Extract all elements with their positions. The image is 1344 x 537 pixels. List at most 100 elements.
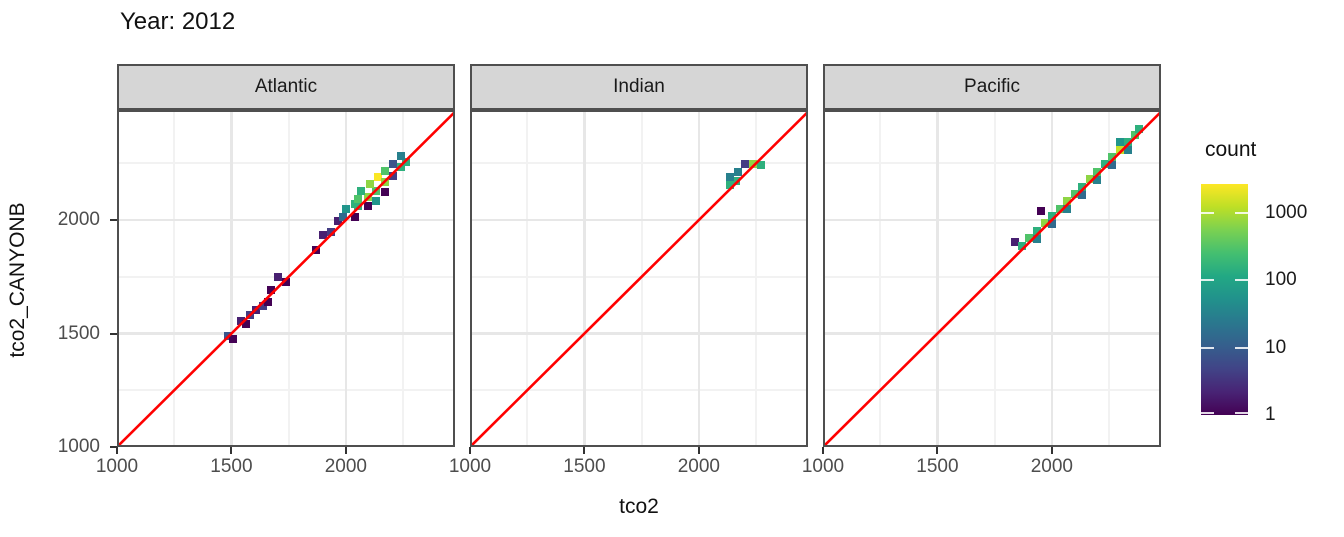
bin2d-cell <box>741 160 750 168</box>
y-tick-label: 1500 <box>57 322 100 344</box>
x-tick-label: 1500 <box>563 456 606 477</box>
y-tick-label: 2000 <box>57 209 100 231</box>
bin2d-cell <box>274 272 283 281</box>
x-tick-label: 1000 <box>801 456 845 477</box>
bin2d-cell <box>1115 137 1124 146</box>
identity-line <box>119 112 453 445</box>
bin2d-cell <box>1108 161 1117 170</box>
bin2d-cell <box>1025 234 1034 243</box>
bin2d-cell <box>342 205 351 214</box>
bin2d-cell <box>381 188 390 197</box>
legend-tick-mark <box>1201 212 1214 215</box>
x-tick-mark <box>469 447 471 454</box>
identity-line <box>825 112 1159 445</box>
bin2d-cell <box>374 173 383 182</box>
bin2d-cell <box>1093 175 1102 184</box>
gridline <box>825 162 1159 165</box>
x-tick-label: 1500 <box>210 456 253 477</box>
bin2d-cell <box>757 161 766 170</box>
x-tick-mark <box>116 447 118 454</box>
x-axis-indian: 1000 1500 2000 <box>449 447 808 487</box>
facet-pacific: Pacific 1000 1500 2000 <box>802 64 1161 484</box>
legend-tick-mark <box>1235 279 1248 282</box>
x-axis-atlantic: 1000 1500 2000 <box>96 447 455 487</box>
bin2d-cell <box>319 231 328 240</box>
x-tick-label: 1000 <box>448 456 492 477</box>
bin2d-cell <box>236 316 245 325</box>
bin2d-cell <box>1040 219 1049 228</box>
bin2d-cell <box>372 197 381 205</box>
bin2d-cell <box>1134 125 1143 134</box>
bin2d-cell <box>1032 226 1041 235</box>
bin2d-cell <box>1070 189 1079 198</box>
panel-indian <box>470 110 808 447</box>
x-tick-mark <box>230 447 233 454</box>
legend-tick-label: 1 <box>1265 404 1276 425</box>
bin2d-cell <box>1048 212 1057 221</box>
bin2d-cell <box>259 301 268 310</box>
x-tick-mark <box>583 447 586 454</box>
gridline <box>825 389 1159 392</box>
bin2d-cell <box>381 167 390 176</box>
gridline <box>755 112 758 445</box>
x-tick-label: 2000 <box>324 456 367 477</box>
bin2d-cell <box>726 173 735 182</box>
bin2d-cell <box>263 297 272 306</box>
bin2d-cell <box>1036 206 1045 215</box>
gridline <box>119 162 453 165</box>
bin2d-cell <box>1085 175 1094 184</box>
x-tick-label: 1500 <box>916 456 959 477</box>
facet-strip-label: Pacific <box>964 76 1020 97</box>
gridline <box>230 112 233 445</box>
gridline <box>825 218 1159 222</box>
gridline <box>402 112 405 445</box>
bin2d-cell <box>1116 145 1125 154</box>
x-tick-mark <box>936 447 939 454</box>
y-tick-mark <box>110 219 117 222</box>
gridline <box>173 112 176 445</box>
bin2d-cell <box>339 213 348 222</box>
bin2d-cell <box>1032 235 1041 244</box>
gridline <box>344 112 348 445</box>
bin2d-cell <box>726 181 735 190</box>
x-tick-label: 2000 <box>1030 456 1073 477</box>
x-tick-mark <box>1050 447 1053 454</box>
legend-tick-mark <box>1201 346 1214 349</box>
bin2d-cell <box>749 160 758 168</box>
bin2d-cell <box>397 152 406 161</box>
gridline <box>472 218 806 222</box>
legend-tick-label: 100 <box>1265 269 1297 291</box>
legend-tick-mark <box>1235 412 1248 414</box>
legend-tick-mark <box>1235 346 1248 349</box>
legend-tick-label: 10 <box>1265 336 1287 358</box>
bin2d-cell <box>1017 241 1026 250</box>
y-axis: 1000 1500 2000 <box>40 110 117 457</box>
legend-colorbar <box>1201 184 1248 415</box>
bin2d-cell <box>1093 167 1102 176</box>
x-tick-label: 2000 <box>677 456 720 477</box>
facet-strip-pacific: Pacific <box>823 64 1161 110</box>
gridline <box>936 112 939 445</box>
bin2d-cell <box>1010 238 1019 247</box>
gridline <box>472 332 806 335</box>
bin2d-cell <box>334 216 343 225</box>
bin2d-cell <box>732 177 741 186</box>
bin2d-cell <box>1055 204 1064 213</box>
gridline <box>1050 112 1054 445</box>
bin2d-cell <box>1131 130 1140 139</box>
facet-strip-label: Atlantic <box>254 76 318 97</box>
legend-tick-mark <box>1201 412 1214 414</box>
bin2d-cell <box>1063 205 1072 214</box>
x-tick-mark <box>697 447 700 454</box>
bin2d-cell <box>357 187 366 196</box>
y-tick-label: 1000 <box>57 436 100 457</box>
x-tick-mark <box>822 447 824 454</box>
bin2d-cell <box>1048 220 1057 229</box>
facet-strip-label: Indian <box>613 76 665 97</box>
identity-line <box>472 112 806 445</box>
facet-strip-indian: Indian <box>470 64 808 110</box>
panel-atlantic <box>117 110 455 447</box>
bin2d-cell <box>351 213 360 222</box>
panel-pacific <box>823 110 1161 447</box>
